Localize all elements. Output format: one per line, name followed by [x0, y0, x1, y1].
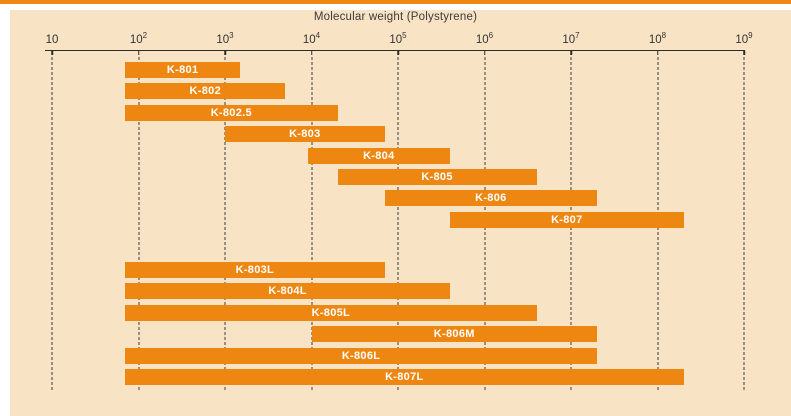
range-bar-k-805: K-805: [337, 169, 537, 185]
gridline: [743, 57, 745, 390]
x-tick-mark: [483, 51, 486, 55]
gridline: [311, 57, 312, 390]
bar-label: K-805: [421, 171, 453, 183]
x-tick-label: 104: [302, 31, 321, 46]
range-bar-k-804: K-804: [307, 147, 451, 164]
range-bar-k-806: K-806: [384, 190, 598, 207]
range-bar-k-807: K-807: [450, 211, 684, 228]
x-tick-mark: [743, 51, 745, 55]
x-axis-line: [45, 50, 745, 51]
bar-label: K-804: [363, 149, 395, 162]
gridline: [138, 57, 139, 390]
gridline: [224, 57, 226, 390]
top-accent-strip: [0, 0, 791, 4]
x-tick-label: 102: [129, 31, 148, 46]
x-tick-mark: [656, 51, 659, 55]
x-tick-label: 10: [45, 34, 59, 46]
range-bar-k-806l: K-806L: [125, 347, 598, 364]
x-tick-mark: [137, 51, 140, 55]
bar-label: K-803L: [235, 264, 275, 276]
bar-label: K-806M: [433, 328, 475, 341]
range-bar-k-803: K-803: [225, 126, 385, 143]
x-tick-mark: [51, 51, 53, 55]
bar-label: K-807L: [385, 371, 424, 383]
range-bar-k-802.5: K-802.5: [125, 104, 338, 121]
x-tick-label: 106: [475, 31, 494, 46]
bar-label: K-804L: [268, 285, 307, 298]
gridline: [51, 57, 53, 390]
bar-label: K-805L: [311, 306, 351, 319]
chart-title: Molecular weight (Polystyrene): [313, 11, 478, 23]
range-bar-k-801: K-801: [125, 62, 241, 78]
bar-label: K-801: [166, 64, 199, 76]
x-tick-mark: [570, 51, 572, 55]
range-bar-k-802: K-802: [125, 83, 286, 100]
range-bar-k-805l: K-805L: [125, 304, 537, 321]
x-tick-mark: [397, 51, 399, 55]
x-tick-label: 108: [648, 31, 667, 46]
bar-label: K-807: [551, 213, 583, 226]
x-tick-label: 105: [389, 31, 407, 46]
bar-label: K-806: [475, 192, 507, 205]
bar-label: K-802.5: [210, 106, 252, 119]
range-bar-k-803l: K-803L: [125, 262, 385, 278]
x-tick-mark: [224, 51, 226, 55]
x-tick-label: 103: [216, 31, 234, 46]
range-bar-k-804l: K-804L: [125, 283, 451, 300]
range-bar-k-807l: K-807L: [125, 369, 684, 385]
x-tick-mark: [310, 51, 313, 55]
gridline: [397, 57, 399, 390]
x-tick-label: 109: [735, 31, 753, 46]
bar-label: K-803: [289, 128, 321, 141]
bar-label: K-806L: [341, 349, 381, 362]
bar-label: K-802: [189, 85, 221, 98]
range-bar-k-806m: K-806M: [311, 326, 598, 343]
x-tick-label: 107: [562, 31, 580, 46]
